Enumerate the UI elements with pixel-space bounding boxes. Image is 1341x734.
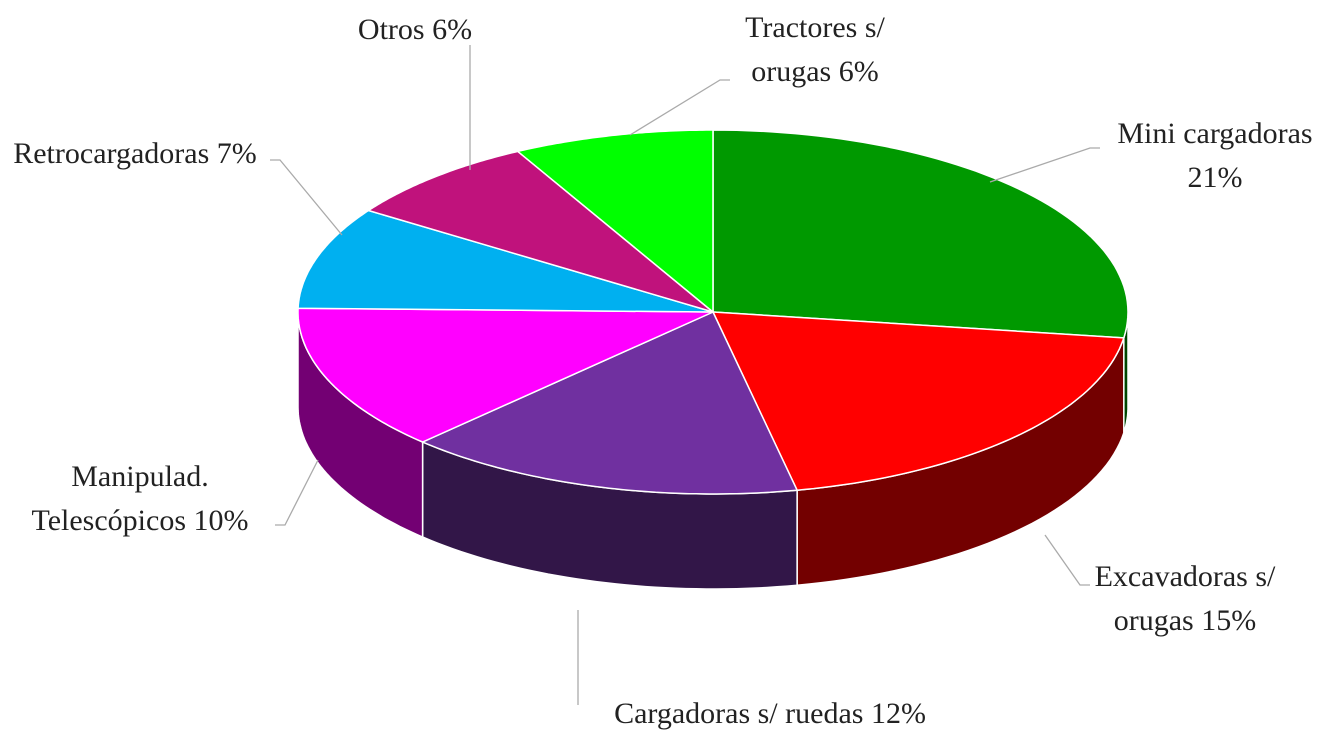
category-label: Excavadoras s/ orugas (1094, 560, 1276, 637)
slice-label: Cargadoras s/ ruedas 12% (570, 692, 970, 734)
leader-line (275, 459, 319, 526)
slice (420, 311, 799, 495)
leader-line (629, 79, 730, 136)
slice-label: Tractores s/ orugas 6% (715, 6, 915, 94)
category-label: Mini cargadoras (1117, 117, 1313, 150)
category-label: Manipulad. Telescópicos (31, 460, 209, 537)
category-label: Retrocargadoras (13, 137, 210, 170)
slice-label: Retrocargadoras 7% (10, 132, 260, 176)
slice (712, 129, 1129, 339)
leader-line (989, 147, 1100, 183)
category-label: Otros (357, 13, 425, 46)
value-label: 15% (1201, 604, 1257, 637)
slice (516, 129, 714, 314)
value-label: 6% (432, 13, 473, 46)
slice (297, 209, 714, 313)
slice-label: Otros 6% (335, 8, 495, 52)
slice-label: Mini cargadoras 21% (1090, 112, 1340, 200)
value-label: 6% (838, 55, 879, 88)
slice-label: Manipulad. Telescópicos 10% (0, 455, 280, 543)
slice (366, 150, 714, 313)
slice (711, 311, 1125, 491)
value-label: 21% (1187, 161, 1243, 194)
value-label: 12% (870, 697, 926, 730)
leader-line (1044, 534, 1090, 586)
value-label: 7% (216, 137, 257, 170)
slice (297, 307, 714, 443)
category-label: Tractores s/ orugas (745, 11, 885, 88)
slice-label: Excavadoras s/ orugas 15% (1070, 555, 1300, 643)
value-label: 10% (193, 504, 249, 537)
leader-line (270, 159, 343, 236)
category-label: Cargadoras s/ ruedas (614, 697, 864, 730)
